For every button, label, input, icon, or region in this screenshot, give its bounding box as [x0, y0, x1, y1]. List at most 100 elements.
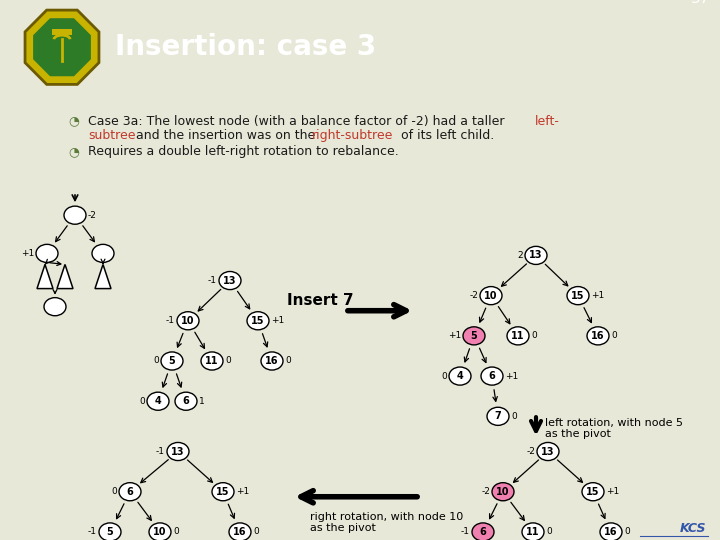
- Text: 15: 15: [251, 316, 265, 326]
- Text: 0: 0: [253, 528, 258, 536]
- Text: of its left child.: of its left child.: [397, 129, 494, 141]
- Text: -2: -2: [469, 291, 478, 300]
- Text: 6: 6: [489, 371, 495, 381]
- Ellipse shape: [522, 523, 544, 540]
- Text: 16: 16: [233, 527, 247, 537]
- Text: 6: 6: [183, 396, 189, 406]
- Ellipse shape: [147, 392, 169, 410]
- Text: 16: 16: [604, 527, 618, 537]
- Text: subtree: subtree: [88, 129, 135, 141]
- Text: 16: 16: [591, 331, 605, 341]
- Text: 0: 0: [624, 528, 630, 536]
- Ellipse shape: [472, 523, 494, 540]
- Text: 13: 13: [171, 447, 185, 456]
- Text: +1: +1: [606, 487, 619, 496]
- Ellipse shape: [175, 392, 197, 410]
- Ellipse shape: [247, 312, 269, 330]
- Text: left rotation, with node 5
as the pivot: left rotation, with node 5 as the pivot: [545, 417, 683, 439]
- Text: 0: 0: [441, 372, 447, 381]
- Text: 0: 0: [611, 332, 617, 340]
- Ellipse shape: [119, 483, 141, 501]
- Ellipse shape: [487, 407, 509, 426]
- Ellipse shape: [212, 483, 234, 501]
- Text: 15: 15: [571, 291, 585, 301]
- Polygon shape: [95, 265, 111, 288]
- Text: 0: 0: [511, 412, 517, 421]
- Text: 11: 11: [526, 527, 540, 537]
- Text: -2: -2: [481, 487, 490, 496]
- Text: -1: -1: [166, 316, 175, 325]
- Text: 7: 7: [495, 411, 501, 421]
- Ellipse shape: [600, 523, 622, 540]
- Ellipse shape: [449, 367, 471, 385]
- Text: -1: -1: [88, 528, 97, 536]
- Text: 0: 0: [225, 356, 230, 366]
- Ellipse shape: [64, 206, 86, 224]
- Text: Insertion: case 3: Insertion: case 3: [115, 33, 377, 61]
- Text: ◔: ◔: [68, 114, 79, 127]
- Text: -1: -1: [156, 447, 165, 456]
- Text: 37: 37: [690, 0, 710, 6]
- Text: +1: +1: [271, 316, 284, 325]
- Text: 1: 1: [199, 397, 204, 406]
- Text: 11: 11: [511, 331, 525, 341]
- Ellipse shape: [481, 367, 503, 385]
- Ellipse shape: [229, 523, 251, 540]
- Ellipse shape: [92, 244, 114, 262]
- Text: 13: 13: [223, 275, 237, 286]
- Ellipse shape: [492, 483, 514, 501]
- Text: KCS: KCS: [680, 522, 706, 535]
- Text: +1: +1: [505, 372, 518, 381]
- Text: +1: +1: [21, 249, 34, 258]
- Text: +1: +1: [591, 291, 604, 300]
- Ellipse shape: [525, 246, 547, 265]
- Text: 6: 6: [127, 487, 133, 497]
- Ellipse shape: [44, 298, 66, 316]
- Text: 10: 10: [181, 316, 194, 326]
- Bar: [52, 29, 72, 35]
- Text: 5: 5: [107, 527, 113, 537]
- Text: Insert 7: Insert 7: [287, 293, 354, 308]
- Text: left-: left-: [535, 114, 560, 127]
- Text: 6: 6: [480, 527, 487, 537]
- Text: 0: 0: [531, 332, 536, 340]
- Text: ◔: ◔: [68, 145, 79, 158]
- Ellipse shape: [99, 523, 121, 540]
- Text: 10: 10: [153, 527, 167, 537]
- Ellipse shape: [161, 352, 183, 370]
- Text: 11: 11: [205, 356, 219, 366]
- Text: 2: 2: [518, 251, 523, 260]
- Text: 0: 0: [112, 487, 117, 496]
- Text: -1: -1: [208, 276, 217, 285]
- Text: 0: 0: [285, 356, 291, 366]
- Ellipse shape: [167, 442, 189, 461]
- Text: 0: 0: [173, 528, 179, 536]
- Ellipse shape: [587, 327, 609, 345]
- Text: 13: 13: [541, 447, 554, 456]
- Text: +1: +1: [236, 487, 249, 496]
- Text: Requires a double left-right rotation to rebalance.: Requires a double left-right rotation to…: [88, 145, 399, 158]
- Ellipse shape: [201, 352, 223, 370]
- Text: +1: +1: [448, 332, 461, 340]
- Text: 4: 4: [155, 396, 161, 406]
- Text: and the insertion was on the: and the insertion was on the: [132, 129, 319, 141]
- Ellipse shape: [177, 312, 199, 330]
- Text: 4: 4: [456, 371, 464, 381]
- Text: 13: 13: [529, 251, 543, 260]
- Polygon shape: [37, 265, 53, 288]
- Text: -1: -1: [461, 528, 470, 536]
- Text: right rotation, with node 10
as the pivot: right rotation, with node 10 as the pivo…: [310, 512, 463, 534]
- Ellipse shape: [149, 523, 171, 540]
- Text: right-subtree: right-subtree: [312, 129, 393, 141]
- Ellipse shape: [36, 244, 58, 262]
- Text: Case 3a: The lowest node (with a balance factor of -2) had a taller: Case 3a: The lowest node (with a balance…: [88, 114, 508, 127]
- Ellipse shape: [219, 272, 241, 289]
- Text: 15: 15: [586, 487, 600, 497]
- Text: 0: 0: [139, 397, 145, 406]
- Polygon shape: [25, 10, 99, 84]
- Text: -2: -2: [526, 447, 535, 456]
- Text: 10: 10: [485, 291, 498, 301]
- Polygon shape: [57, 265, 73, 288]
- Text: 0: 0: [546, 528, 552, 536]
- Ellipse shape: [507, 327, 529, 345]
